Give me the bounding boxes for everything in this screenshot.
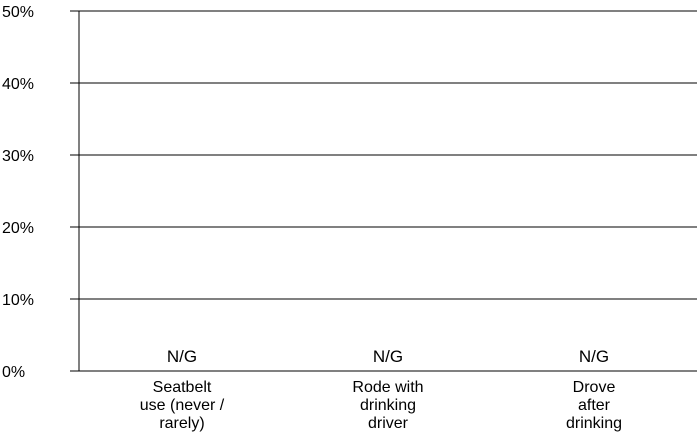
y-tick-label: 40% [2, 76, 34, 93]
y-axis-ticks: 0% 10% 20% 30% 40% 50% [2, 4, 79, 381]
data-label: N/G [579, 347, 609, 366]
x-category-label: drinking [566, 415, 622, 432]
y-tick-label: 10% [2, 292, 34, 309]
y-tick-label: 20% [2, 220, 34, 237]
y-tick-label: 50% [2, 4, 34, 21]
x-category-label: Seatbelt [153, 379, 212, 396]
x-category-label: rarely) [159, 415, 204, 432]
x-category-label: Drove [573, 379, 616, 396]
y-tick-label: 30% [2, 148, 34, 165]
x-category-label: use (never / [140, 397, 225, 414]
axes [70, 11, 697, 372]
data-label: N/G [167, 347, 197, 366]
data-label: N/G [373, 347, 403, 366]
x-category-label: Rode with [352, 379, 423, 396]
data-labels: N/G N/G N/G [167, 347, 609, 366]
x-category-label: drinking [360, 397, 416, 414]
gridlines [70, 10, 697, 300]
x-category-label: driver [368, 415, 409, 432]
x-category-label: after [578, 397, 611, 414]
y-tick-label: 0% [2, 364, 25, 381]
